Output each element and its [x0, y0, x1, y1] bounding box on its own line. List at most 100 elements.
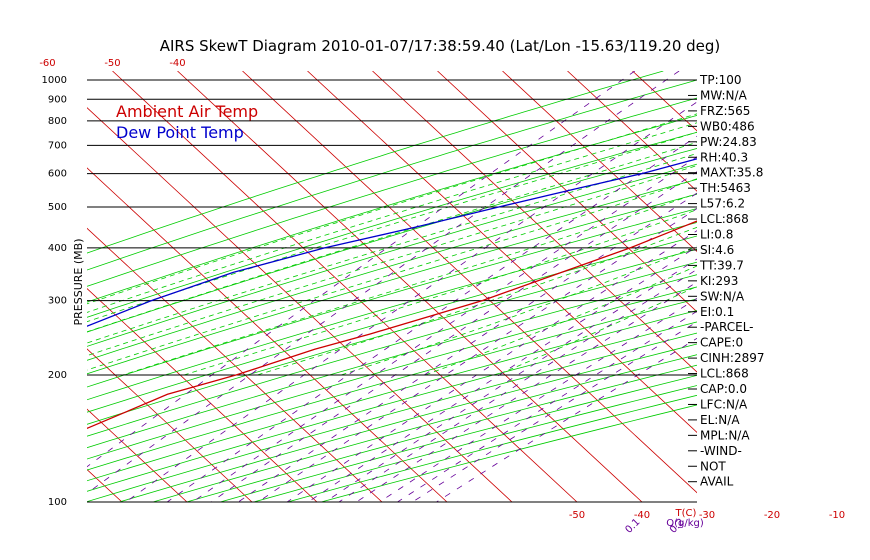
pressure-tick-label: 200 — [48, 370, 67, 381]
legend-temperature: Ambient Air Temp — [116, 102, 258, 121]
stat-line: PW:24.83 — [700, 135, 757, 149]
stat-line: CAPE:0 — [700, 336, 743, 350]
mixing-ratio-line — [238, 192, 697, 502]
stat-line: WB0:486 — [700, 119, 755, 133]
bottom-temperature-tick-label: -10 — [829, 510, 845, 521]
isotherm-line — [87, 408, 188, 502]
mixing-ratio-line — [210, 171, 697, 502]
stat-line: TP:100 — [699, 73, 742, 87]
moist-adiabat-line — [341, 245, 697, 376]
stat-line: LCL:868 — [700, 367, 749, 381]
mixing-ratio-line — [379, 297, 697, 502]
mixing-ratio-unit-label: Q(g/kg) — [666, 518, 704, 529]
moist-adiabat-line — [184, 209, 697, 376]
temperature-profile — [87, 220, 697, 430]
background-grid — [87, 71, 870, 502]
moist-adiabat-line — [87, 178, 697, 371]
moist-adiabat-line — [496, 285, 697, 376]
stat-line: SI:4.6 — [700, 243, 734, 257]
dry-adiabat-line — [321, 404, 697, 502]
mixing-ratio-line — [356, 281, 697, 502]
isobar-lines — [87, 79, 697, 503]
mixing-ratio-line — [397, 310, 697, 502]
dry-adiabat-line — [87, 274, 697, 449]
stat-line: MPL:N/A — [700, 428, 750, 442]
dry-adiabat-line — [87, 208, 697, 388]
pressure-tick-label: 600 — [48, 169, 67, 180]
y-axis-label: PRESSURE (MB) — [72, 239, 85, 326]
stat-line: MAXT:35.8 — [700, 166, 763, 180]
stat-line: EI:0.1 — [700, 305, 734, 319]
mixing-ratio-line — [192, 156, 697, 502]
moist-adiabat-line — [87, 141, 697, 333]
stat-line: CINH:2897 — [700, 351, 765, 365]
isotherm-line — [112, 71, 578, 502]
stat-line: NOT — [700, 459, 726, 473]
stat-line: CAP:0.0 — [700, 382, 747, 396]
pressure-tick-label: 500 — [48, 202, 67, 213]
stat-line: TT:39.7 — [699, 258, 744, 272]
moist-adiabat-line — [122, 193, 697, 376]
dry-adiabat-line — [87, 71, 664, 254]
top-temperature-tick-label: -60 — [39, 58, 55, 69]
dry-adiabat-line — [87, 79, 697, 271]
stat-line: TH:5463 — [699, 181, 751, 195]
dry-adiabat-line — [87, 298, 697, 471]
dry-adiabat-line — [87, 115, 697, 303]
isotherm-line — [87, 227, 383, 502]
stat-line: MW:N/A — [700, 88, 748, 102]
pressure-tick-label: 300 — [48, 296, 67, 307]
pressure-tick-label: 1000 — [42, 75, 67, 86]
moist-adiabat-line — [87, 165, 697, 357]
stat-line: SW:N/A — [700, 289, 745, 303]
moist-adiabat-line — [425, 265, 697, 376]
chart-title: AIRS SkewT Diagram 2010-01-07/17:38:59.4… — [160, 37, 721, 55]
isotherm-line — [307, 71, 697, 433]
top-temperature-tick-label: -50 — [104, 58, 120, 69]
pressure-tick-label: 800 — [48, 116, 67, 127]
top-temperature-tick-label: -40 — [169, 58, 185, 69]
isotherm-line — [502, 71, 697, 253]
stat-line: -PARCEL- — [700, 320, 754, 334]
mixing-ratio-line — [125, 101, 697, 502]
moist-adiabat-line — [87, 131, 697, 323]
dewpoint-profile — [87, 158, 697, 327]
stat-line: AVAIL — [700, 475, 734, 489]
stat-line: -WIND- — [700, 444, 742, 458]
dry-adiabat-line — [87, 97, 697, 287]
isotherm-line — [87, 348, 253, 502]
moist-adiabat-line — [87, 122, 697, 313]
dry-adiabat-line — [87, 321, 697, 492]
moist-adiabat-line — [257, 226, 697, 376]
pressure-tick-label: 100 — [48, 497, 67, 508]
stat-line: FRZ:565 — [700, 104, 750, 118]
bottom-temperature-tick-label: -20 — [764, 510, 780, 521]
isotherm-line — [763, 71, 870, 502]
sounding-profiles — [87, 158, 697, 430]
stat-line: RH:40.3 — [700, 150, 748, 164]
temperature-unit-label: T(C) — [675, 508, 697, 519]
dry-adiabat-line — [87, 286, 697, 460]
dry-adiabat-line — [87, 163, 697, 347]
bottom-temperature-tick-label: -50 — [569, 510, 585, 521]
isotherm-line — [567, 71, 697, 192]
mixing-ratio-line — [324, 258, 697, 502]
isotherm-line — [87, 288, 318, 502]
moist-adiabat-line — [87, 152, 697, 344]
dry-adiabat-line — [220, 374, 697, 502]
legend-dewpoint: Dew Point Temp — [116, 123, 244, 142]
stat-line: KI:293 — [700, 274, 738, 288]
pressure-tick-label: 900 — [48, 94, 67, 105]
dry-adiabat-line — [87, 310, 697, 482]
stat-line: LI:0.8 — [700, 228, 733, 242]
mixing-ratio-line — [166, 135, 697, 502]
stat-line: EL:N/A — [700, 413, 740, 427]
dry-adiabat-line — [87, 261, 697, 437]
dry-adiabat-line — [87, 222, 697, 401]
isotherm-line — [87, 468, 123, 502]
isotherm-line — [242, 71, 697, 494]
bottom-temperature-tick-label: -40 — [634, 510, 650, 521]
dry-adiabat-line — [87, 178, 697, 361]
